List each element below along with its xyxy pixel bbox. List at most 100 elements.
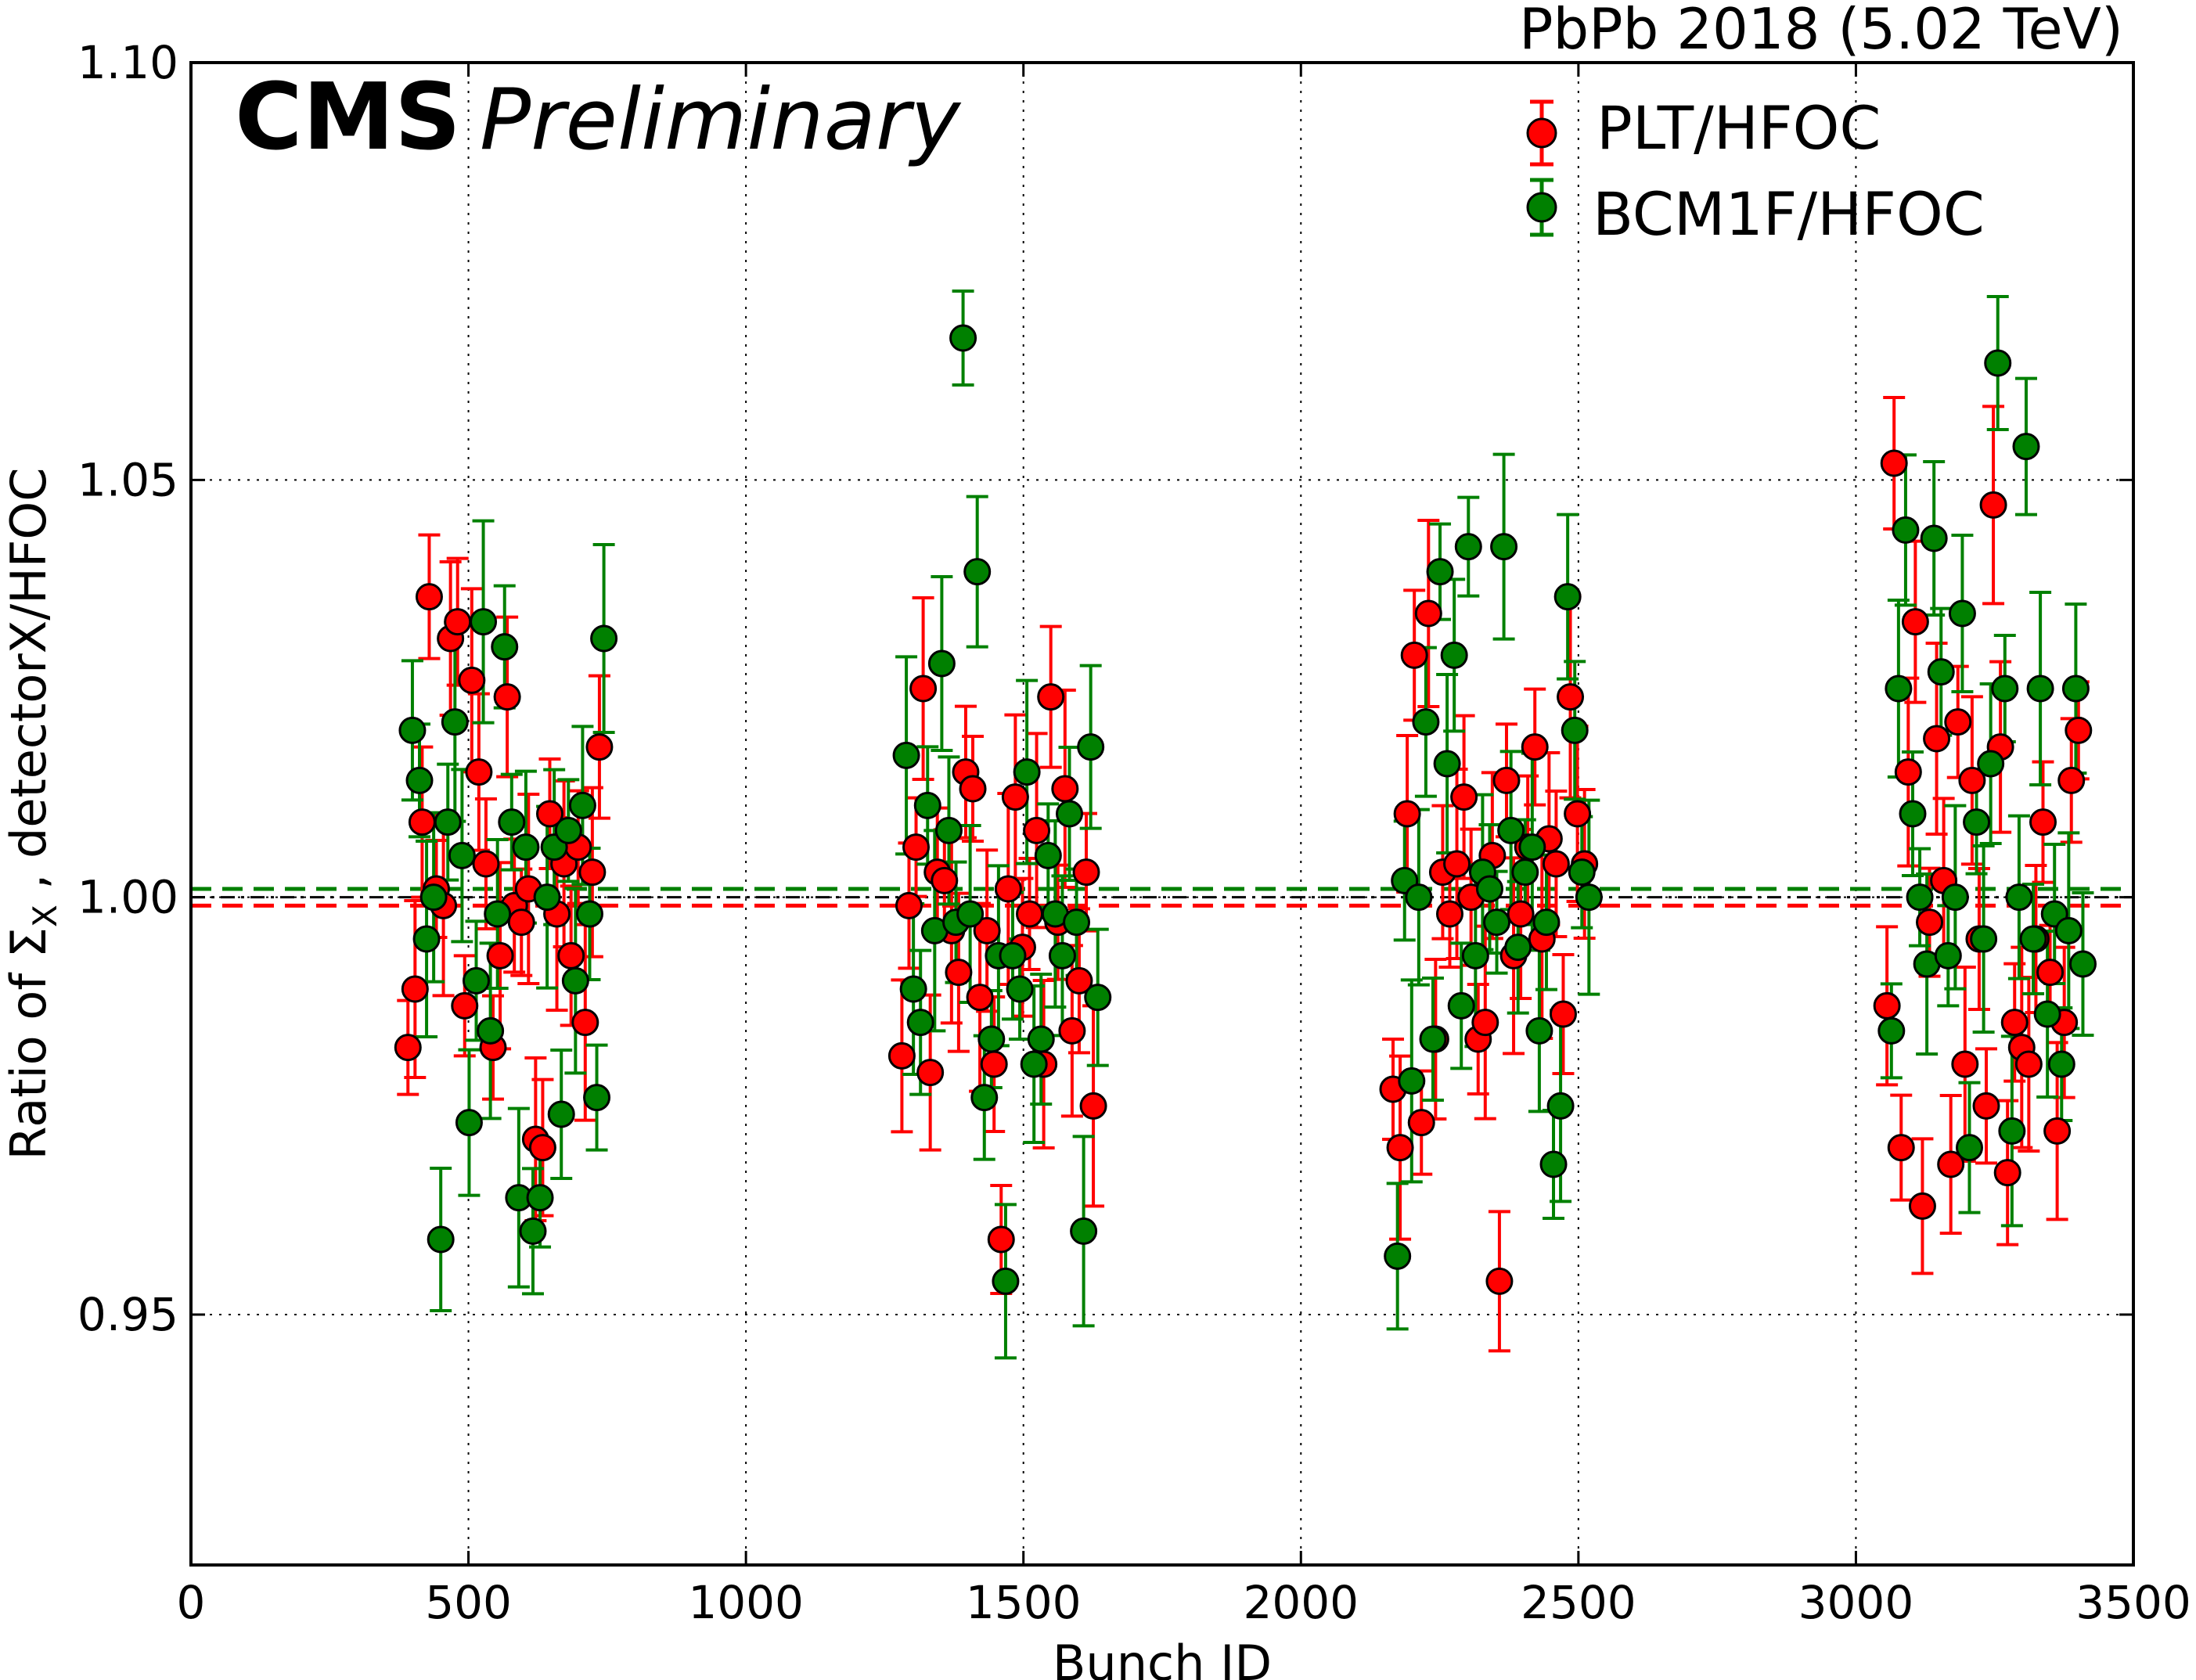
plt-point <box>2014 1050 2043 1078</box>
y-tick-label: 1.00 <box>77 871 178 924</box>
bcm1f-point <box>1948 599 1976 628</box>
bcm1f-point <box>1440 641 1468 669</box>
bcm1f-point <box>1998 1117 2026 1145</box>
y-tick-label: 0.95 <box>77 1288 178 1341</box>
bcm1f-point <box>1934 941 1962 970</box>
plt-point <box>1549 1000 1577 1028</box>
bcm1f-point <box>547 1100 575 1128</box>
plot-frame <box>189 61 2135 1567</box>
bcm1f-point <box>999 941 1027 970</box>
bcm1f-point <box>1927 658 1955 686</box>
plt-point <box>536 800 564 828</box>
x-tick-label: 2000 <box>1243 1576 1359 1629</box>
plt-point <box>1923 725 1951 753</box>
plt-point <box>493 683 521 711</box>
plt-point <box>1016 900 1044 928</box>
bcm1f-point <box>1048 941 1076 970</box>
plt-point <box>394 1034 422 1062</box>
bcm1f-point <box>554 816 582 844</box>
plt-point <box>902 833 931 862</box>
plt-point <box>1972 1092 2000 1120</box>
x-axis-title: Bunch ID <box>1053 1635 1272 1680</box>
plt-point <box>486 941 514 970</box>
bcm1f-point <box>2054 916 2083 944</box>
plt-point <box>1979 491 2007 519</box>
plt-point <box>959 775 987 803</box>
plt-point <box>458 666 486 694</box>
bcm1f-point <box>470 608 498 636</box>
bcm1f-point <box>1461 941 1489 970</box>
plt-point <box>1386 1134 1414 1162</box>
bcm1f-point <box>1977 750 2005 778</box>
y-tick-label: 1.05 <box>77 453 178 506</box>
bcm1f-point <box>512 833 540 862</box>
plt-point <box>1001 783 1029 811</box>
plt-point <box>2036 959 2065 987</box>
x-tick-label: 3000 <box>1798 1576 1914 1629</box>
bcm1f-point <box>2047 1050 2075 1078</box>
bcm1f-point <box>2061 675 2090 703</box>
plt-point <box>2057 766 2086 794</box>
bcm1f-point <box>1906 883 1934 912</box>
bcm1f-point <box>1568 858 1596 887</box>
plt-point <box>1435 900 1463 928</box>
plt-point <box>1542 850 1570 878</box>
plt-point <box>2029 808 2057 836</box>
bcm1f-point <box>1020 1050 1048 1078</box>
plt-point <box>571 1009 599 1037</box>
bcm1f-point <box>477 1016 505 1045</box>
bcm1f-point <box>1575 883 1603 912</box>
bcm1f-point <box>1483 908 1511 937</box>
bcm1f-point <box>1899 800 1927 828</box>
bcm1f-point <box>1553 583 1582 611</box>
plt-point <box>2000 1009 2029 1037</box>
bcm1f-point <box>1877 1016 1906 1045</box>
plt-point <box>2043 1117 2072 1145</box>
bcm1f-point <box>583 1084 611 1112</box>
bcm1f-point <box>2019 925 2047 953</box>
bcm1f-point <box>956 900 985 928</box>
bcm1f-point <box>405 766 434 794</box>
bcm1f-point <box>977 1025 1006 1053</box>
y-tick-label: 1.10 <box>77 36 178 89</box>
bcm1f-point <box>526 1184 554 1212</box>
plt-point <box>1880 449 1908 477</box>
plt-point <box>2065 716 2093 744</box>
x-tick-label: 1500 <box>966 1576 1082 1629</box>
bcm1f-point <box>927 649 956 678</box>
plt-point <box>1887 1134 1915 1162</box>
bcm1f-point <box>1511 858 1539 887</box>
bcm1f-point <box>1532 908 1561 937</box>
plt-point <box>1407 1109 1435 1137</box>
bcm1f-point <box>1070 1217 1098 1245</box>
plt-point <box>1471 1009 1499 1037</box>
bcm1f-point <box>519 1217 547 1245</box>
legend-plt-marker <box>1526 117 1557 149</box>
plt-point <box>1873 991 1901 1020</box>
plt-point <box>1393 800 1421 828</box>
plt-point <box>1944 708 1972 736</box>
bcm1f-point <box>1475 875 1503 903</box>
plt-point <box>1414 599 1442 628</box>
plt-point <box>1058 1016 1086 1045</box>
plt-point <box>1901 608 1929 636</box>
x-tick-label: 500 <box>425 1576 512 1629</box>
plt-point <box>895 891 923 919</box>
plt-point <box>966 984 994 1012</box>
bcm1f-point <box>1885 675 1913 703</box>
plt-point <box>887 1041 916 1070</box>
bcm1f-point <box>398 716 427 744</box>
bcm1f-point <box>1525 1016 1553 1045</box>
data-points <box>394 290 2097 1360</box>
plt-point <box>408 808 436 836</box>
bcm1f-point <box>561 966 589 995</box>
plt-point <box>916 1059 945 1087</box>
plt-point <box>987 1225 1015 1254</box>
plt-point <box>585 733 614 761</box>
bcm1f-point <box>1454 533 1482 561</box>
bcm1f-point <box>1426 558 1454 586</box>
plt-point <box>945 959 973 987</box>
bcm1f-point <box>1504 934 1532 962</box>
y-axis-title-prefix: Ratio of Σ <box>0 927 57 1160</box>
